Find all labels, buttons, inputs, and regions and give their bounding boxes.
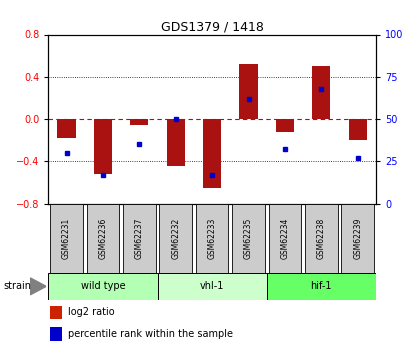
Bar	[196, 204, 228, 273]
Bar	[305, 204, 338, 273]
Text: percentile rank within the sample: percentile rank within the sample	[68, 329, 234, 339]
Text: GSM62232: GSM62232	[171, 217, 180, 259]
Text: GSM62235: GSM62235	[244, 217, 253, 259]
Text: GSM62237: GSM62237	[135, 217, 144, 259]
Bar	[123, 204, 156, 273]
Bar	[130, 119, 148, 125]
Title: GDS1379 / 1418: GDS1379 / 1418	[161, 20, 263, 33]
Text: GSM62238: GSM62238	[317, 217, 326, 259]
Bar	[50, 306, 62, 319]
Text: log2 ratio: log2 ratio	[68, 307, 115, 317]
Text: GSM62231: GSM62231	[62, 217, 71, 259]
Text: hif-1: hif-1	[310, 282, 332, 291]
Bar	[349, 119, 367, 140]
Bar	[268, 204, 301, 273]
Text: vhl-1: vhl-1	[200, 282, 224, 291]
Bar	[239, 64, 257, 119]
Bar	[276, 119, 294, 132]
Bar	[94, 119, 112, 174]
Text: GSM62239: GSM62239	[353, 217, 362, 259]
Bar	[203, 119, 221, 188]
Bar	[159, 204, 192, 273]
Text: GSM62233: GSM62233	[207, 217, 217, 259]
Bar	[87, 204, 119, 273]
Text: GSM62236: GSM62236	[98, 217, 108, 259]
Bar	[58, 119, 76, 138]
Polygon shape	[30, 278, 46, 295]
Text: strain: strain	[3, 282, 32, 291]
Bar	[341, 204, 374, 273]
Bar	[50, 327, 62, 341]
Bar	[167, 119, 185, 166]
Bar	[50, 204, 83, 273]
Bar	[312, 66, 331, 119]
Text: GSM62234: GSM62234	[281, 217, 289, 259]
Bar	[48, 273, 158, 300]
Bar	[267, 273, 376, 300]
Bar	[232, 204, 265, 273]
Text: wild type: wild type	[81, 282, 125, 291]
Bar	[158, 273, 267, 300]
